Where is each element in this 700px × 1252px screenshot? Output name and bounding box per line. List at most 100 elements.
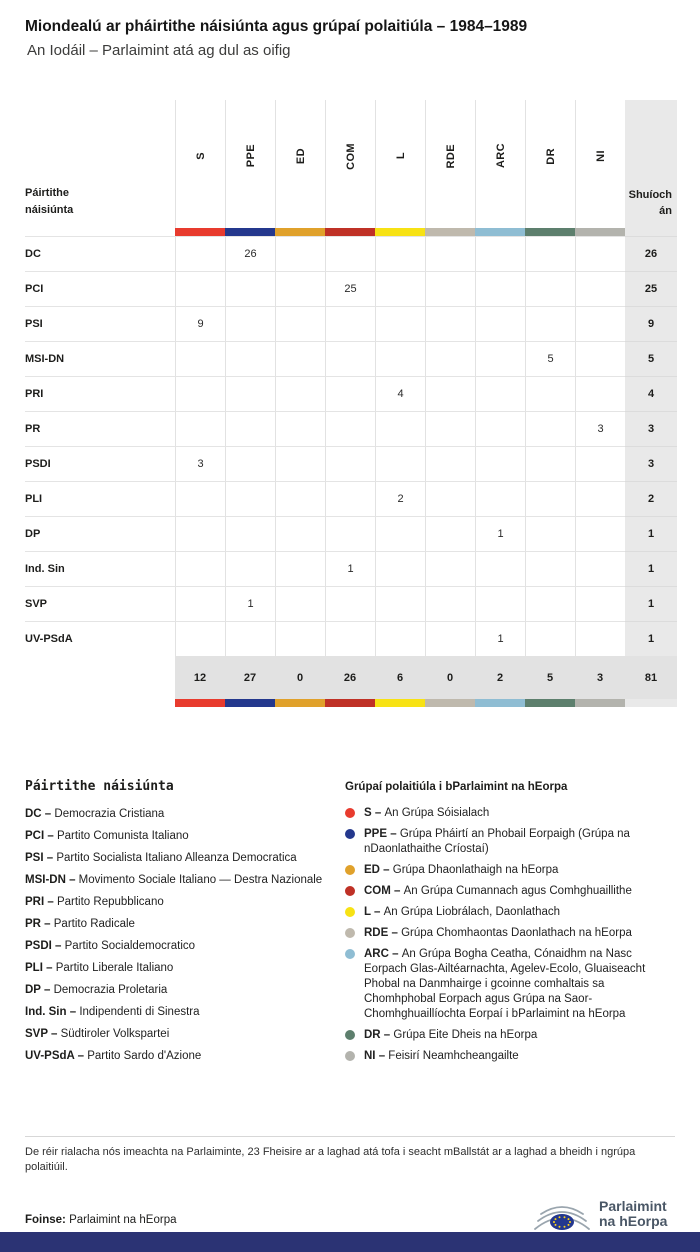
group-abbr: ED – — [364, 864, 393, 876]
table-cell — [225, 341, 275, 376]
party-total: 3 — [625, 446, 677, 481]
group-legend-text: RDE – Grúpa Chomhaontas Daonlathach na h… — [364, 927, 632, 939]
party-label: UV-PSdA — [25, 621, 175, 656]
table-cell — [575, 621, 625, 656]
group-legend-text: DR – Grúpa Eite Dheis na hEorpa — [364, 1029, 538, 1041]
table-cell — [375, 586, 425, 621]
group-color-bar-DR — [525, 228, 575, 236]
table-cell: 9 — [175, 306, 225, 341]
table-cell — [325, 516, 375, 551]
table-cell — [325, 376, 375, 411]
table-cell — [225, 306, 275, 341]
party-abbr: PSI – — [25, 852, 57, 864]
group-color-bar-RDE — [425, 699, 475, 707]
party-legend-item: DC – Democrazia Cristiana — [25, 808, 165, 820]
column-header-NI: NI — [575, 100, 625, 228]
table-cell: 5 — [525, 341, 575, 376]
party-total: 2 — [625, 481, 677, 516]
group-legend-item: S – An Grúpa Sóisialach — [345, 806, 675, 821]
legend-parties-title: Páirtithe náisiúnta — [25, 779, 174, 794]
legend-parties: Páirtithe náisiúnta DC – Democrazia Cris… — [25, 779, 337, 1070]
table-cell — [375, 621, 425, 656]
group-legend-text: ARC – An Grúpa Bogha Ceatha, Cónaidhm na… — [364, 948, 646, 1020]
group-color-dot — [345, 829, 355, 839]
group-color-bar-DR — [525, 699, 575, 707]
party-label: PRI — [25, 376, 175, 411]
parliament-hemicycle-icon — [534, 1206, 590, 1230]
group-color-bar-ARC — [475, 228, 525, 236]
ep-logo-text: Parlaimint na hEorpa — [599, 1199, 667, 1229]
table-cell — [275, 411, 325, 446]
party-total: 5 — [625, 341, 677, 376]
party-label: PLI — [25, 481, 175, 516]
group-total-ARC: 2 — [475, 656, 525, 699]
table-cell — [525, 481, 575, 516]
party-legend-item: UV-PSdA – Partito Sardo d'Azione — [25, 1050, 202, 1062]
seats-header-text: Shuíochán — [628, 189, 672, 218]
column-header-label: ARC — [494, 143, 507, 169]
group-legend-text: ED – Grúpa Dhaonlathaigh na hEorpa — [364, 864, 559, 876]
group-color-dot — [345, 949, 355, 959]
table-cell — [275, 621, 325, 656]
party-abbr: DC – — [25, 808, 55, 820]
party-legend-item: PLI – Partito Liberale Italiano — [25, 962, 174, 974]
table-cell — [475, 271, 525, 306]
table-cell — [575, 306, 625, 341]
legend-groups-items: S – An Grúpa Sóisialach PPE – Grúpa Pháir… — [345, 806, 675, 1064]
group-abbr: L – — [364, 906, 384, 918]
party-label: MSI-DN — [25, 341, 175, 376]
table-cell — [425, 516, 475, 551]
table-cell — [175, 236, 225, 271]
group-legend-text: S – An Grúpa Sóisialach — [364, 807, 490, 819]
party-abbr: DP – — [25, 984, 54, 996]
table-cell — [575, 341, 625, 376]
table-cell — [325, 306, 375, 341]
table-cell — [425, 586, 475, 621]
party-abbr: PRI – — [25, 896, 57, 908]
group-color-dot — [345, 886, 355, 896]
legend-groups-title: Grúpaí polaitiúla i bParlaimint na hEorp… — [345, 781, 568, 793]
table-cell — [225, 621, 275, 656]
table-cell — [425, 341, 475, 376]
table-cell — [175, 481, 225, 516]
table-cell — [375, 306, 425, 341]
party-total: 1 — [625, 516, 677, 551]
table-cell — [425, 236, 475, 271]
group-abbr: S – — [364, 807, 385, 819]
column-header-label: PPE — [244, 144, 257, 168]
table-cell: 1 — [325, 551, 375, 586]
party-abbr: PR – — [25, 918, 54, 930]
column-header-label: DR — [544, 147, 557, 165]
column-header-label: S — [194, 152, 207, 160]
table-cell — [525, 551, 575, 586]
group-total-S: 12 — [175, 656, 225, 699]
group-abbr: NI – — [364, 1050, 389, 1062]
party-abbr: MSI-DN – — [25, 874, 79, 886]
group-color-dot — [345, 1051, 355, 1061]
table-cell — [575, 516, 625, 551]
table-cell — [275, 376, 325, 411]
table-cell — [275, 481, 325, 516]
group-color-dot — [345, 928, 355, 938]
group-color-bar-PPE — [225, 699, 275, 707]
bottom-bar — [0, 1232, 700, 1252]
group-legend-item: NI – Feisirí Neamhcheangailte — [345, 1049, 675, 1064]
table-cell — [525, 446, 575, 481]
seats-column-header: Shuíochán — [625, 100, 677, 228]
group-color-bar-PPE — [225, 228, 275, 236]
table-cell — [525, 516, 575, 551]
table-cell — [425, 376, 475, 411]
ep-logo-line1: Parlaimint — [599, 1198, 667, 1214]
group-total-NI: 3 — [575, 656, 625, 699]
table-cell — [175, 516, 225, 551]
group-legend-item: COM – An Grúpa Cumannach agus Comhghuail… — [345, 884, 675, 899]
footnote: De réir rialacha nós imeachta na Parlaim… — [25, 1146, 636, 1173]
table-cell — [475, 341, 525, 376]
table-cell — [525, 411, 575, 446]
ep-logo: Parlaimint na hEorpa — [533, 1192, 667, 1236]
table-cell — [325, 341, 375, 376]
column-header-label: ED — [294, 147, 307, 165]
table-cell — [575, 551, 625, 586]
source-text: Parlaimint na hEorpa — [69, 1214, 177, 1226]
